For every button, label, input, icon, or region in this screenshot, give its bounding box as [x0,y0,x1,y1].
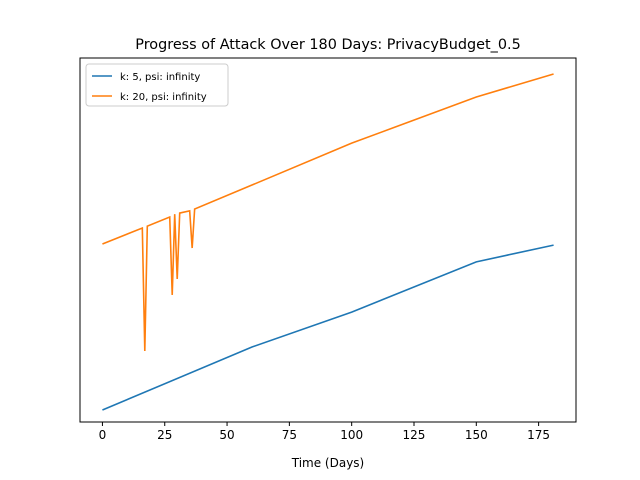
x-tick-label: 50 [219,428,234,442]
x-tick-label: 0 [99,428,107,442]
chart-title: Progress of Attack Over 180 Days: Privac… [135,37,520,53]
x-tick-label: 150 [465,428,488,442]
x-tick-label: 100 [340,428,363,442]
x-tick-label: 25 [157,428,172,442]
plot-frame [79,57,577,423]
x-axis-label: Time (Days) [291,456,365,470]
x-tick-label: 125 [403,428,426,442]
legend-box [85,63,229,107]
legend-label: k: 5, psi: infinity [120,72,200,83]
series-line [102,244,554,411]
legend-label: k: 20, psi: infinity [120,92,207,103]
series-line [102,73,554,352]
x-tick-label: 175 [527,428,550,442]
x-tick-label: 75 [282,428,297,442]
